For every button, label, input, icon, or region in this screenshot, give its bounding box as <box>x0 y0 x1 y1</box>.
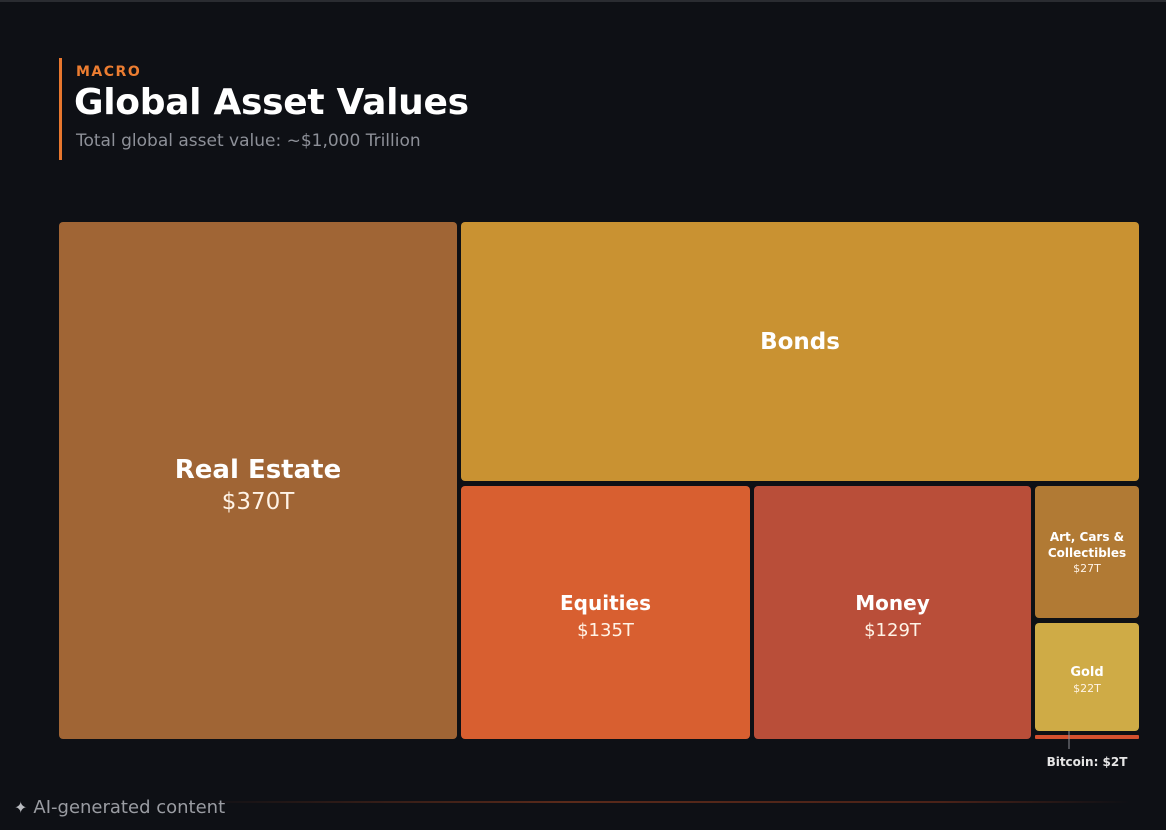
tile-name-gold: Gold <box>1070 665 1103 680</box>
treemap-tile-bonds: Bonds <box>461 222 1139 481</box>
tile-name-real-estate: Real Estate <box>175 455 341 485</box>
ai-content-notice: ✦ AI-generated content <box>14 797 225 818</box>
tile-label-bitcoin: Bitcoin: $2T <box>1047 755 1129 769</box>
tile-value-real-estate: $370T <box>222 489 296 515</box>
header-accent-bar <box>59 58 62 160</box>
tile-rect-real-estate <box>59 222 457 739</box>
top-divider <box>0 0 1166 2</box>
tile-rect-money <box>754 486 1031 739</box>
treemap-tile-equities: Equities $135T <box>461 486 750 739</box>
tile-value-money: $129T <box>864 620 922 641</box>
tile-name-bonds: Bonds <box>760 329 840 355</box>
page-title: Global Asset Values <box>74 82 469 123</box>
tile-rect-equities <box>461 486 750 739</box>
eyebrow-label: MACRO <box>76 64 142 80</box>
treemap-tile-gold: Gold $22T <box>1035 623 1139 731</box>
tile-value-gold: $22T <box>1073 682 1101 695</box>
tile-rect-bitcoin <box>1035 735 1139 739</box>
tile-value-equities: $135T <box>577 620 635 641</box>
tile-rect-bonds <box>461 222 1139 481</box>
page-subtitle: Total global asset value: ~$1,000 Trilli… <box>76 131 421 151</box>
tile-rect-gold <box>1035 623 1139 731</box>
footer-divider <box>190 801 1130 803</box>
tile-name-equities: Equities <box>560 591 651 615</box>
treemap-tile-real-estate: Real Estate $370T <box>59 222 457 739</box>
treemap-tile-bitcoin: Bitcoin: $2T <box>1035 731 1139 769</box>
treemap-tile-money: Money $129T <box>754 486 1031 739</box>
tile-name-art-cars-collectibles: Art, Cars & Collectibles <box>1048 530 1126 560</box>
tile-value-art-cars-collectibles: $27T <box>1073 562 1101 575</box>
sparkle-icon: ✦ <box>14 798 28 817</box>
tile-rect-art-cars-collectibles <box>1035 486 1139 618</box>
tile-name-money: Money <box>855 591 929 615</box>
treemap-tile-art-cars-collectibles: Art, Cars & Collectibles $27T <box>1035 486 1139 618</box>
ai-content-label: AI-generated content <box>33 797 226 818</box>
